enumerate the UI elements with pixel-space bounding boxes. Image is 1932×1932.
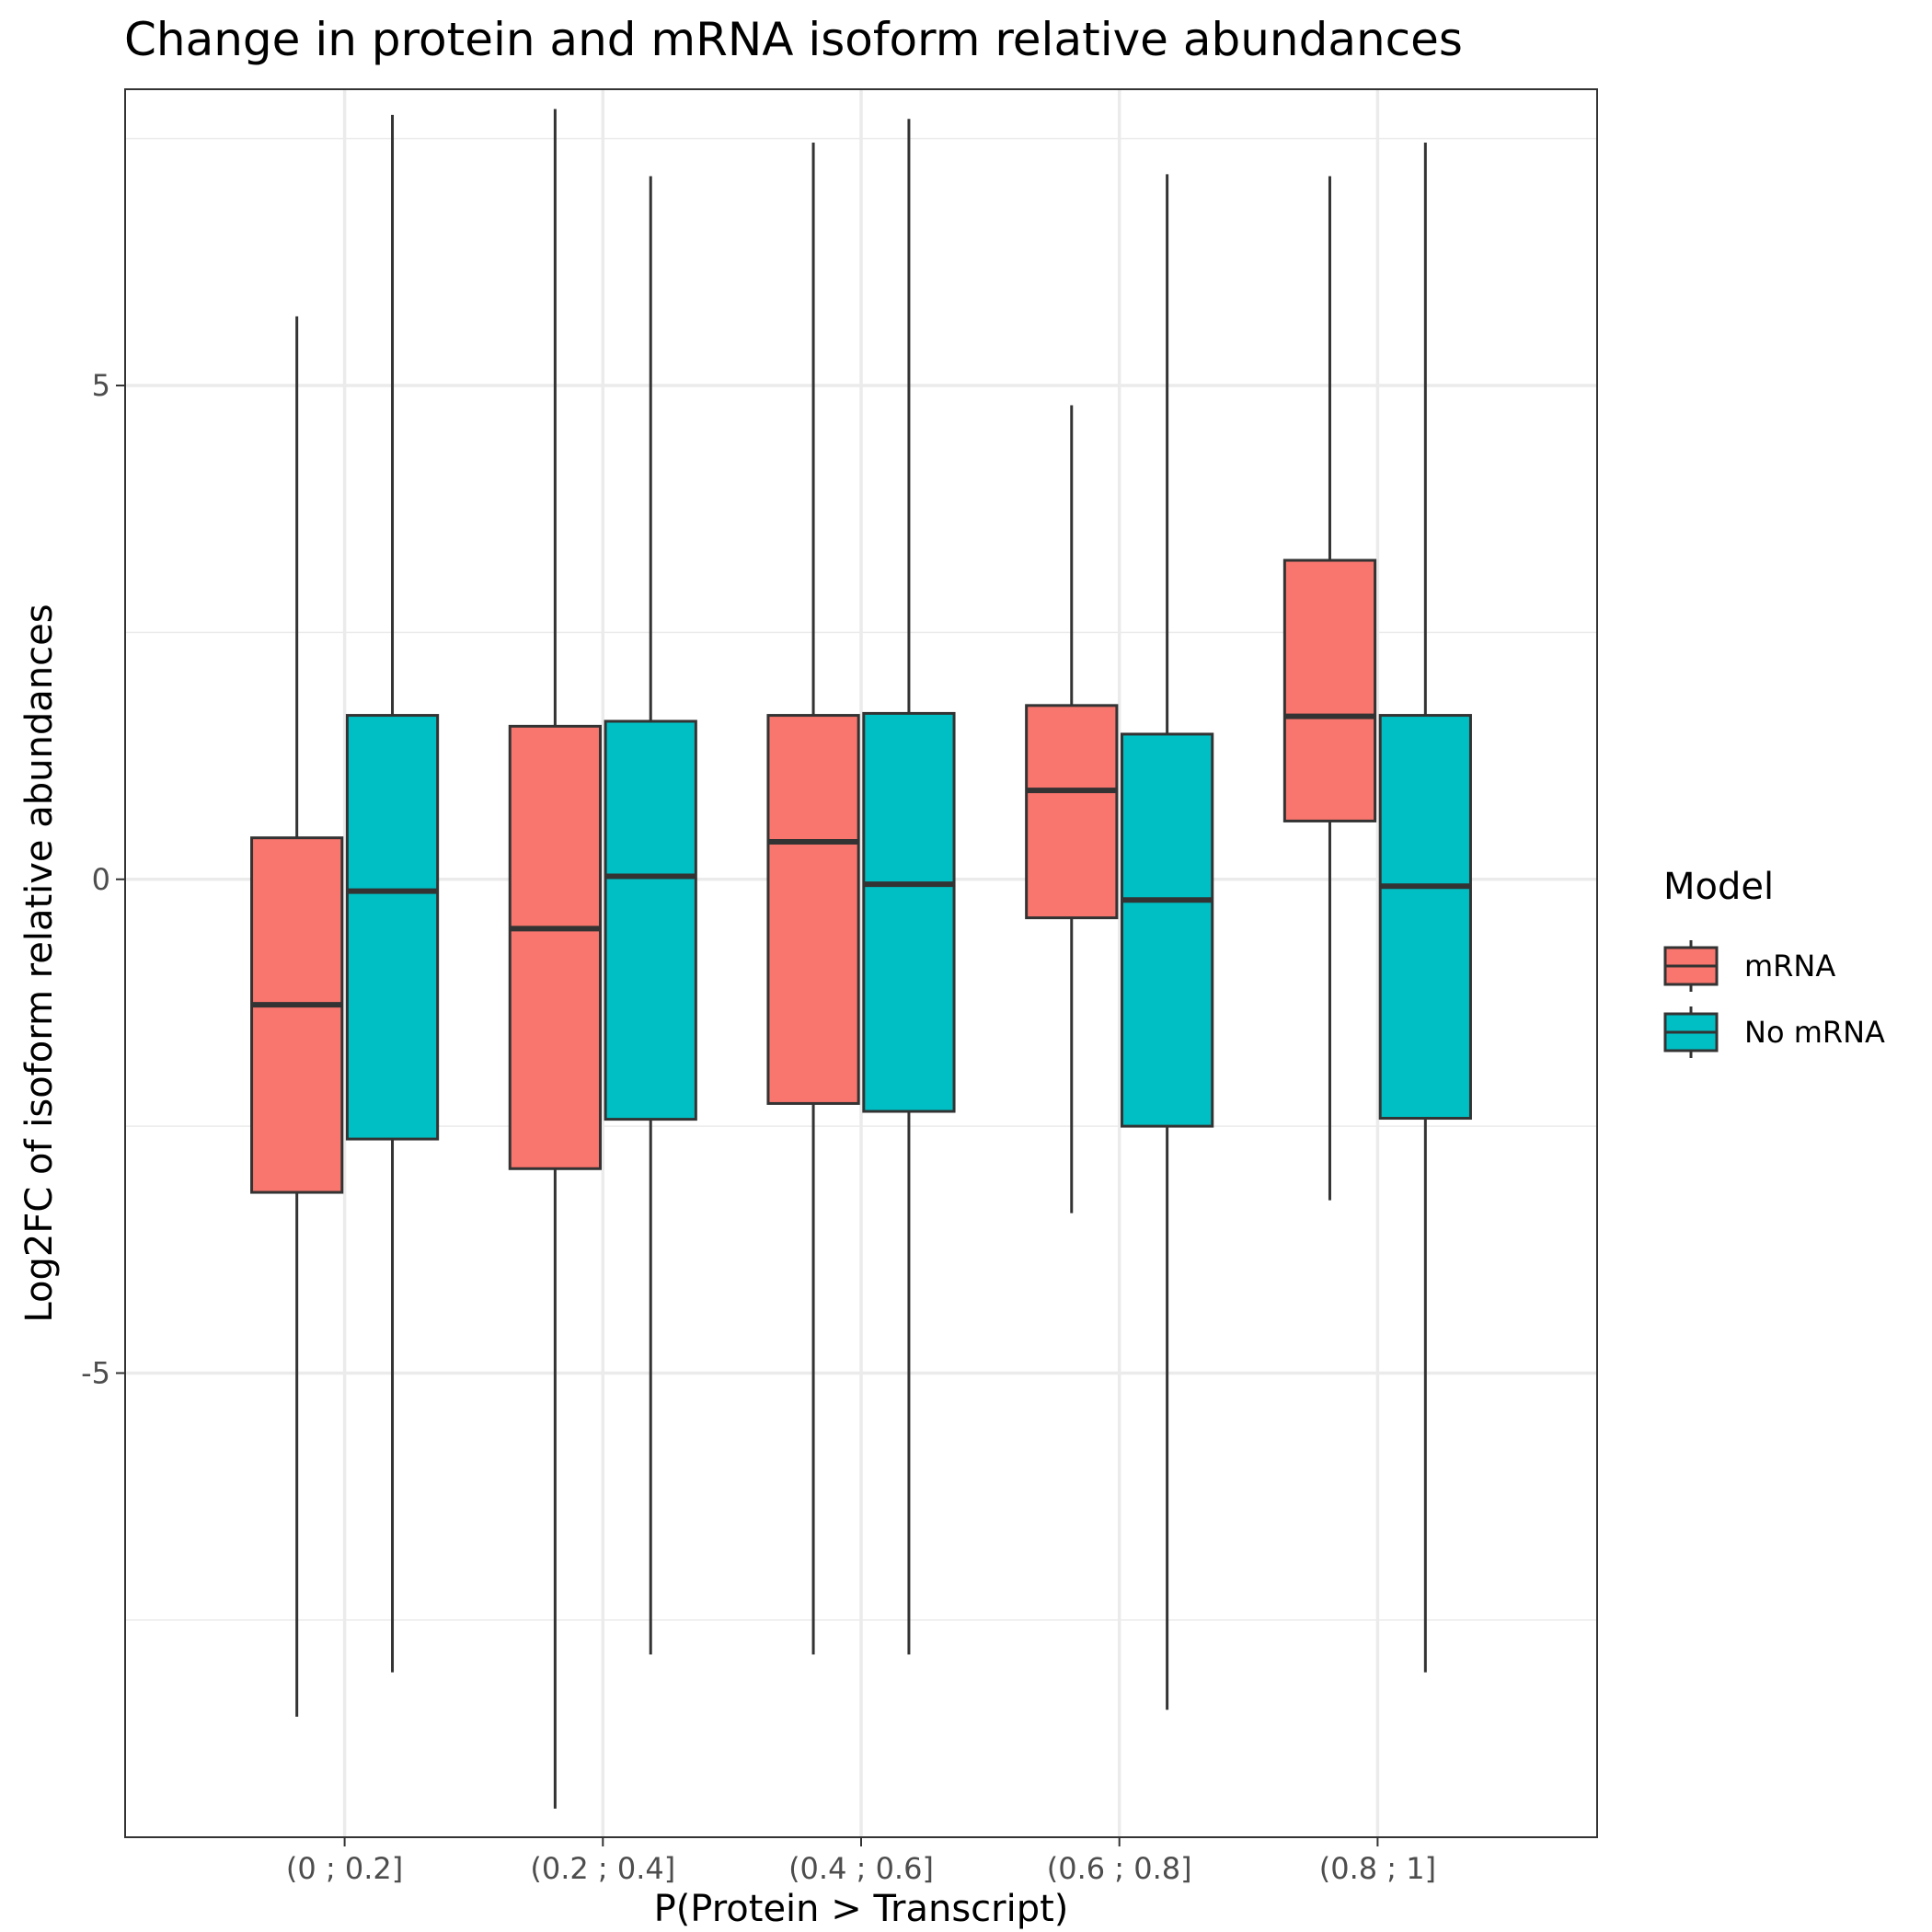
plot-panel bbox=[124, 88, 1598, 1838]
x-tick-label: (0.2 ; 0.4] bbox=[530, 1851, 675, 1886]
y-axis-title: Log2FC of isoform relative abundances bbox=[18, 604, 61, 1322]
box-iqr bbox=[766, 714, 860, 1105]
box-iqr bbox=[250, 836, 344, 1194]
legend-title: Model bbox=[1663, 866, 1774, 908]
box-mrna bbox=[250, 316, 344, 1718]
legend-items: mRNA No mRNA bbox=[1663, 940, 1885, 1058]
box-iqr bbox=[604, 719, 697, 1121]
y-tick-label: -5 bbox=[81, 1355, 110, 1390]
box-iqr bbox=[1121, 732, 1214, 1128]
box-mrna bbox=[766, 142, 860, 1655]
box-mrna bbox=[1282, 176, 1377, 1201]
box-series bbox=[250, 109, 1472, 1809]
major-gridlines bbox=[125, 89, 1597, 1837]
box-iqr bbox=[1378, 714, 1472, 1121]
box-iqr bbox=[1025, 704, 1119, 920]
box-mrna bbox=[508, 109, 602, 1809]
legend: Model mRNA No mRNA bbox=[1663, 866, 1885, 1058]
box-no-mrna bbox=[1378, 142, 1472, 1673]
x-tick-label: (0 ; 0.2] bbox=[286, 1851, 403, 1886]
box-iqr bbox=[508, 724, 602, 1170]
x-axis-title: P(Protein > Transcript) bbox=[654, 1888, 1069, 1930]
x-tick-label: (0.6 ; 0.8] bbox=[1047, 1851, 1192, 1886]
box-no-mrna bbox=[1121, 174, 1214, 1710]
x-axis: (0 ; 0.2] (0.2 ; 0.4] (0.4 ; 0.6] (0.6 ; 0.… bbox=[286, 1837, 1436, 1886]
y-tick-label: 0 bbox=[92, 862, 110, 897]
box-no-mrna bbox=[862, 119, 956, 1655]
chart-title: Change in protein and mRNA isoform relat… bbox=[124, 13, 1463, 66]
legend-label: No mRNA bbox=[1744, 1015, 1885, 1050]
box-iqr bbox=[1282, 558, 1377, 822]
legend-item-no-mrna: No mRNA bbox=[1663, 1006, 1885, 1058]
y-axis: 5 0 -5 bbox=[81, 368, 125, 1390]
x-tick-label: (0.4 ; 0.6] bbox=[788, 1851, 934, 1886]
box-mrna bbox=[1025, 405, 1119, 1213]
legend-label: mRNA bbox=[1744, 949, 1835, 983]
box-no-mrna bbox=[345, 114, 440, 1673]
y-tick-label: 5 bbox=[92, 368, 110, 403]
box-iqr bbox=[345, 714, 440, 1141]
box-iqr bbox=[862, 711, 956, 1113]
legend-item-mrna: mRNA bbox=[1663, 940, 1835, 992]
box-no-mrna bbox=[604, 176, 697, 1655]
x-tick-label: (0.8 ; 1] bbox=[1319, 1851, 1436, 1886]
